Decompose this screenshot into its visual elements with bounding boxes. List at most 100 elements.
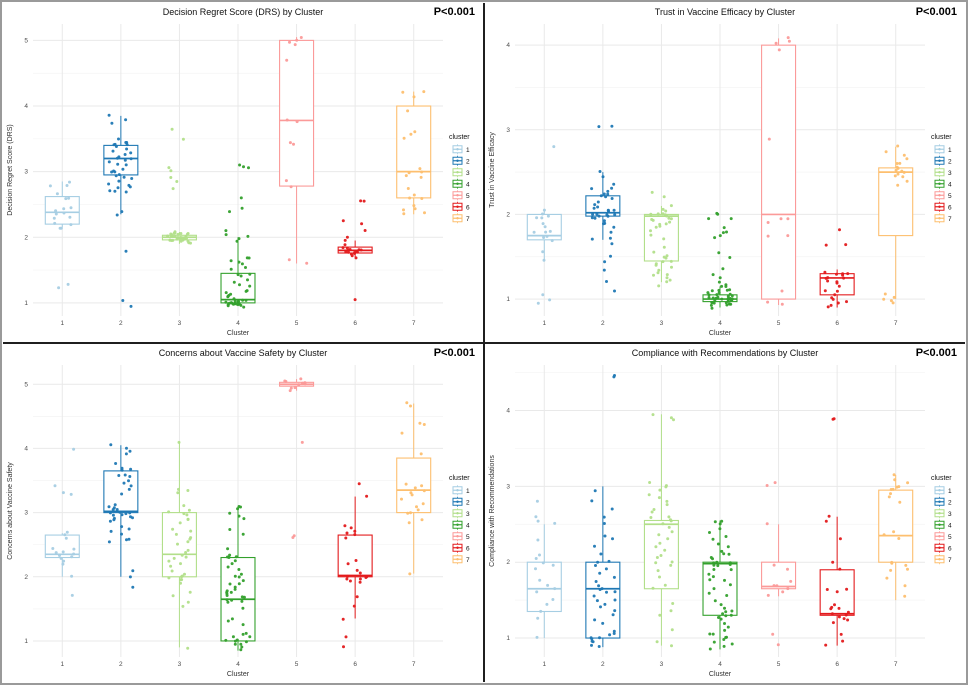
x-tick-label: 2 [119,320,123,327]
panel-compliance: Compliance with Recommendations by Clust… [485,343,965,682]
legend-label: 7 [948,556,952,563]
legend-title: cluster [931,474,952,481]
panel-title: Trust in Vaccine Efficacy by Cluster [654,7,796,17]
x-tick-label: 2 [601,661,605,668]
legend-label: 2 [948,499,952,506]
y-tick-label: 3 [24,169,28,176]
cluster-5-box [761,38,797,305]
cluster-7-points [882,144,909,305]
cluster-7-box [878,474,914,600]
x-tick-label: 7 [412,320,416,327]
x-tick-label: 1 [542,320,546,327]
legend-label: 1 [948,147,952,154]
y-axis-title: Compliance with Recommendations [489,454,496,566]
x-tick-label: 5 [777,661,781,668]
legend-label: 5 [466,193,470,200]
legend-label: 7 [948,216,952,223]
axes: 1 2 3 4 1 2 3 4 5 6 7 Cluster Compliance with Recomm… [489,407,898,677]
cluster-1-points [534,499,557,639]
cluster-7-box [396,91,432,215]
legend-label: 3 [466,170,470,177]
panel-3-plot: 1 2 3 4 1 2 3 4 5 6 7 Cluster Compliance with Recomm… [489,364,952,678]
cluster-3-points [647,412,675,647]
y-tick-label: 3 [506,127,510,134]
legend-label: 4 [466,522,470,529]
cluster-4-points [706,211,734,310]
cluster-3-box [161,441,197,647]
cluster-2-box [103,444,139,577]
x-tick-label: 1 [60,320,64,327]
cluster-5-points [284,36,309,265]
panel-title: Concerns about Vaccine Safety by Cluster [158,347,328,358]
cluster-2-box [103,115,139,215]
y-tick-label: 4 [506,407,510,414]
x-tick-label: 2 [119,661,123,668]
cluster-4-box [220,505,256,651]
y-tick-label: 4 [506,42,510,49]
cluster-4-box [702,519,738,649]
legend-item-1: 1 [452,484,470,495]
cluster-4-points [224,163,252,309]
p-value-label: P<0.001 [433,346,475,359]
panel-header: Decision Regret Score (DRS) by Cluster P… [3,3,483,19]
legend-item-3: 3 [452,167,470,178]
cluster-6-box [337,496,373,618]
p-value-label: P<0.001 [433,6,475,18]
legend-item-6: 6 [452,201,470,212]
x-tick-label: 3 [660,320,664,327]
y-axis-title: Decision Regret Score (DRS) [7,124,14,215]
legend-item-5: 5 [934,190,952,201]
legend-item-4: 4 [934,519,952,530]
cluster-4-points [707,519,734,650]
y-tick-label: 1 [506,296,510,303]
x-tick-label: 6 [353,320,357,327]
legend-label: 4 [948,522,952,529]
panel-header: Trust in Vaccine Efficacy by Cluster P<0… [485,3,965,19]
x-axis-title: Cluster [709,671,732,678]
cluster-7-points [882,472,910,598]
legend-item-4: 4 [934,178,952,189]
legend-item-6: 6 [934,201,952,212]
legend-label: 1 [948,487,952,494]
axes: 1 2 3 4 1 2 3 4 5 6 7 Cluster Trust in Vaccine Effic… [489,42,898,337]
legend: cluster 1 2 3 4 5 6 7 [931,474,952,564]
y-axis-title: Concerns about Vaccine Safety [7,461,14,559]
legend-item-1: 1 [934,484,952,495]
y-tick-label: 2 [24,573,28,580]
panel-0-plot: 1 2 3 4 5 1 2 3 4 5 6 7 Cluster Decision Regret Score… [7,24,470,337]
y-axis-title: Trust in Vaccine Efficacy [489,132,496,208]
p-value-label: P<0.001 [915,6,957,18]
panel-1-plot: 1 2 3 4 1 2 3 4 5 6 7 Cluster Trust in Vaccine Effic… [489,24,952,337]
legend-item-3: 3 [452,507,470,518]
panel-safety-concerns: Concerns about Vaccine Safety by Cluster… [3,343,483,682]
cluster-3-points [166,127,192,245]
legend-item-5: 5 [934,530,952,541]
x-tick-label: 7 [412,661,416,668]
legend: cluster 1 2 3 4 5 6 7 [449,134,470,224]
x-tick-label: 5 [295,661,299,668]
legend-label: 5 [466,533,470,540]
legend-label: 7 [466,556,470,563]
panel-title: Decision Regret Score (DRS) by Cluster [162,7,324,17]
panel-2-plot: 1 2 3 4 5 1 2 3 4 5 6 7 Cluster Concerns about Vaccin… [7,364,470,678]
cluster-7-box [396,403,432,574]
x-tick-label: 3 [178,661,182,668]
x-tick-label: 1 [542,661,546,668]
cluster-5-box [279,37,315,264]
legend-label: 5 [948,193,952,200]
cluster-2-points [107,442,135,589]
legend-label: 6 [948,204,952,211]
legend-title: cluster [449,134,470,141]
y-tick-label: 3 [24,509,28,516]
legend-title: cluster [931,134,952,141]
axes: 1 2 3 4 5 1 2 3 4 5 6 7 Cluster Concerns about Vaccin… [7,381,416,678]
legend-label: 2 [466,158,470,165]
cluster-1-points [48,180,73,290]
cluster-7-points [400,400,426,575]
legend-item-3: 3 [934,507,952,518]
y-tick-label: 1 [506,635,510,642]
legend-item-2: 2 [452,496,470,507]
cluster-6-points [823,228,850,309]
legend: cluster 1 2 3 4 5 6 7 [931,134,952,224]
